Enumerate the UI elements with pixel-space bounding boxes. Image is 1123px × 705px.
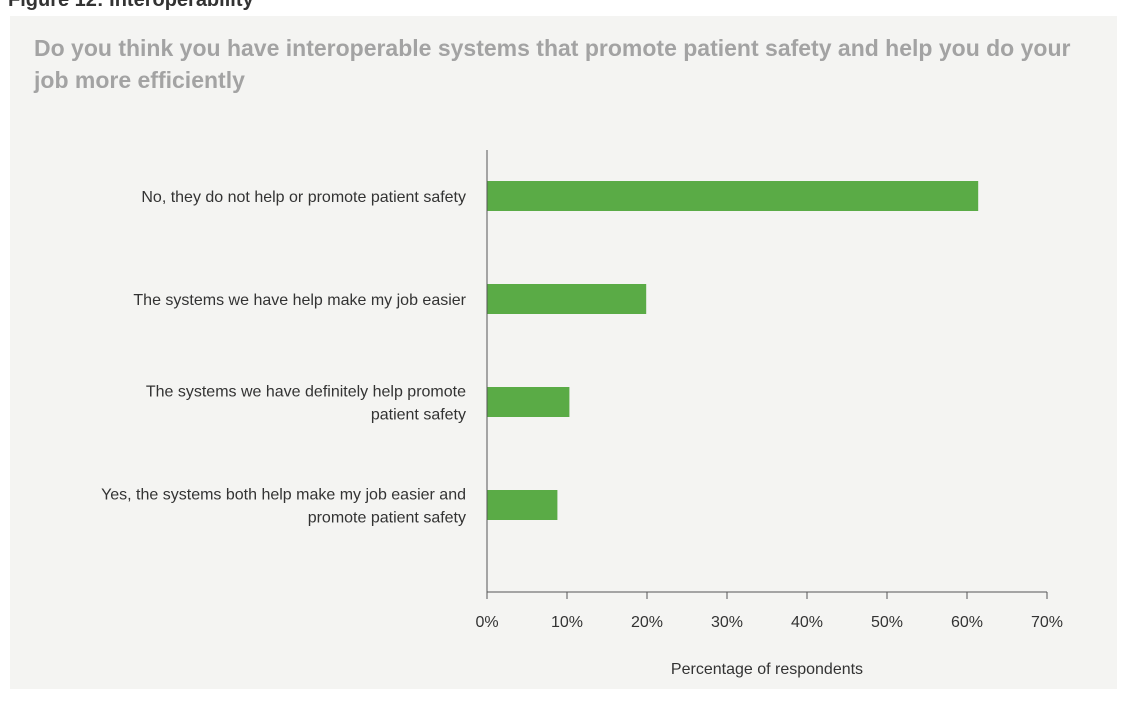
figure-caption-strip: Figure 12: Interoperability (0, 0, 1123, 14)
chart-title: Do you think you have interoperable syst… (34, 35, 1071, 93)
category-label-1: The systems we have help make my job eas… (133, 292, 466, 309)
category-label-0: No, they do not help or promote patient … (141, 189, 466, 206)
category-label-3: Yes, the systems both help make my job e… (101, 487, 466, 527)
chart-panel: Do you think you have interoperable syst… (10, 16, 1117, 689)
x-axis-title: Percentage of respondents (671, 661, 863, 678)
category-label-line: promote patient safety (308, 510, 466, 527)
category-label-line: The systems we have help make my job eas… (133, 292, 466, 309)
x-tick-label: 70% (1031, 614, 1063, 631)
x-tick-label: 10% (551, 614, 583, 631)
category-label-2: The systems we have definitely help prom… (146, 384, 466, 424)
x-tick-label: 40% (791, 614, 823, 631)
bar-2 (487, 387, 570, 417)
x-ticks-group: 0% 10% 20% 30% 40% 50% 60% 70% (475, 592, 1063, 631)
category-labels-group: No, they do not help or promote patient … (101, 189, 467, 527)
bar-3 (487, 490, 558, 520)
x-tick-label: 0% (475, 614, 498, 631)
category-label-line: No, they do not help or promote patient … (141, 189, 466, 206)
bars-group (487, 181, 979, 520)
figure-caption: Figure 12: Interoperability (8, 0, 254, 11)
category-label-line: The systems we have definitely help prom… (146, 384, 466, 401)
bar-1 (487, 284, 647, 314)
category-label-line: Yes, the systems both help make my job e… (101, 487, 466, 504)
x-tick-label: 50% (871, 614, 903, 631)
x-tick-label: 30% (711, 614, 743, 631)
bar-chart: No, they do not help or promote patient … (101, 150, 1063, 678)
bar-0 (487, 181, 979, 211)
x-tick-label: 20% (631, 614, 663, 631)
category-label-line: patient safety (371, 407, 466, 424)
x-tick-label: 60% (951, 614, 983, 631)
